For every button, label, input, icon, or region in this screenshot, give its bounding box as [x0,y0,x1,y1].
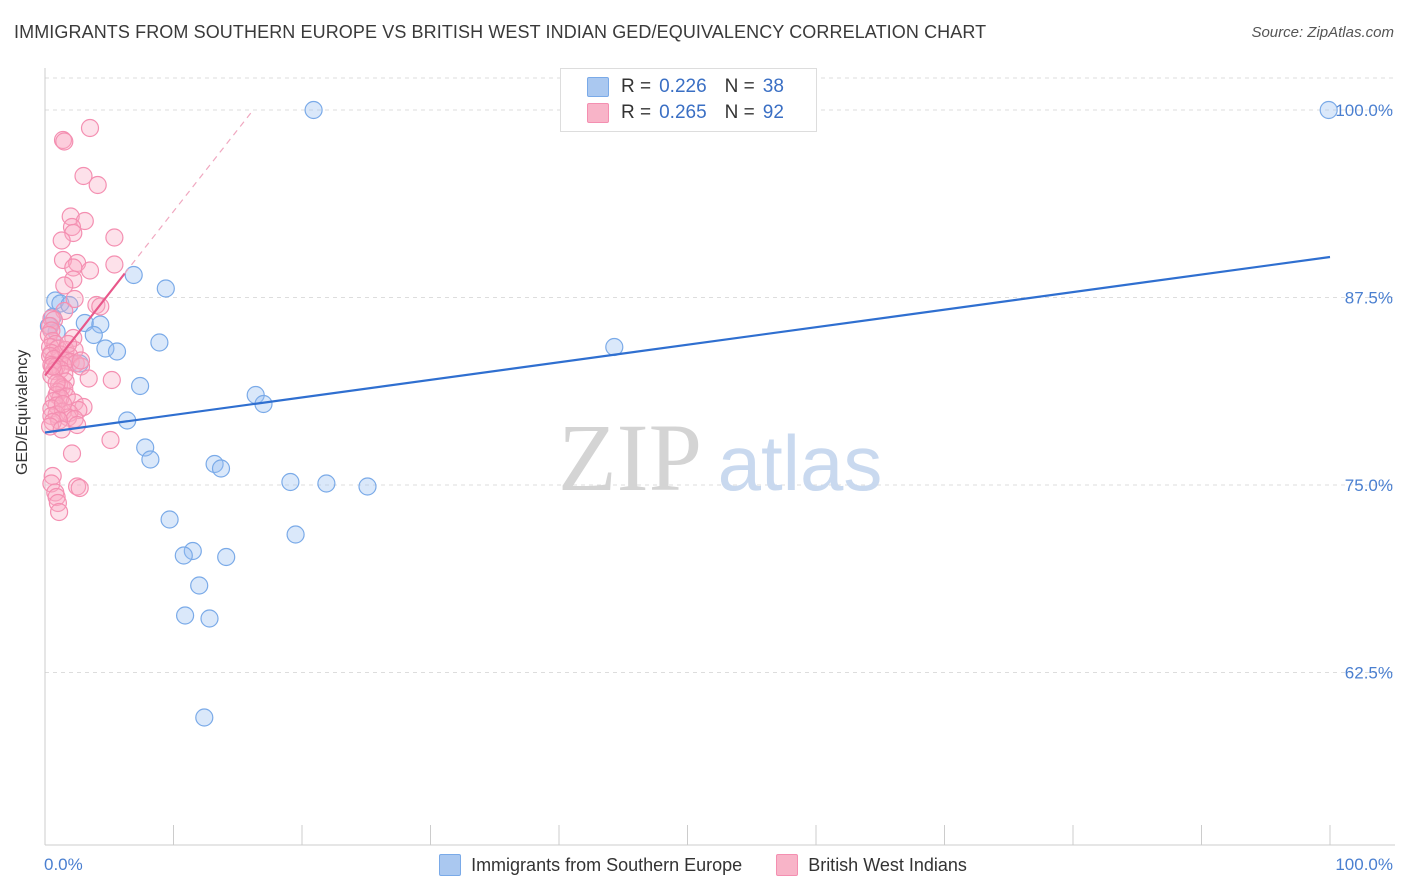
gridlines [45,77,1395,673]
y-tick-label: 62.5% [1345,664,1393,683]
watermark-zip: ZIP [558,404,702,511]
trendline [44,255,1331,434]
r-value: 0.226 [659,76,707,97]
data-point [217,547,236,567]
legend-label: Immigrants from Southern Europe [471,854,743,875]
data-point [200,609,219,628]
data-point [96,339,115,358]
data-point [105,255,124,274]
data-point [286,525,305,544]
y-tick-label: 87.5% [1345,289,1393,308]
trendline [44,272,126,377]
legend-swatch-pink [776,854,799,876]
n-label: N = [724,76,755,97]
data-point [55,132,74,151]
data-point [64,270,83,289]
data-point [91,315,110,334]
data-point [67,415,87,435]
r-value: 0.265 [659,102,707,123]
data-point [102,370,121,390]
data-point [49,502,69,522]
data-point [141,450,160,469]
data-point [156,279,175,298]
y-tick-label: 100.0% [1335,101,1393,120]
data-point [42,474,61,493]
data-point [160,510,179,529]
data-point [107,342,127,361]
data-point [176,606,195,625]
data-point [150,333,169,352]
legend-swatch-blue [587,77,609,97]
y-axis-label: GED/Equivalency [14,349,31,475]
data-point [281,472,300,492]
data-point [47,487,66,507]
data-point [55,276,74,295]
data-point [52,231,71,250]
data-point [71,351,91,370]
data-point [183,541,202,561]
legend-swatch-blue [439,854,462,876]
data-point [79,369,98,388]
source-credit[interactable]: Source: ZipAtlas.com [1251,24,1394,41]
r-label: R = [621,76,652,97]
legend-swatch-pink [587,103,609,123]
data-point [62,444,82,463]
chart-title: IMMIGRANTS FROM SOUTHERN EUROPE VS BRITI… [14,22,987,42]
correlation-legend: R = 0.226 N = 38 R = 0.265 N = 92 [560,68,817,132]
data-point [62,217,82,237]
data-point [1319,100,1338,120]
data-point [65,289,84,309]
trendline-extension [124,109,254,274]
data-point [84,325,103,345]
n-value: 38 [762,76,784,97]
data-point [304,100,323,120]
x-tick-label-min: 0.0% [44,855,83,874]
data-point [317,474,336,493]
data-point [53,394,73,414]
r-label: R = [621,102,652,123]
data-point [174,546,193,565]
data-point [124,265,143,285]
points-layer [39,100,1338,727]
data-point [358,477,377,496]
tick-labels: 62.5% 75.0% 87.5% 100.0% 0.0% 100.0% [44,101,1393,874]
x-tick-label-max: 100.0% [1335,855,1393,874]
data-point [105,228,124,247]
trendlines-layer [44,109,1331,434]
legend-item-southern-europe[interactable]: Immigrants from Southern Europe [439,854,742,876]
data-point [190,576,209,595]
data-point [80,261,100,280]
legend-row-southern-europe: R = 0.226 N = 38 [587,75,784,99]
watermark: ZIP atlas [558,404,882,511]
data-point [53,250,73,270]
data-point [211,459,231,478]
axes [44,68,1395,846]
data-point [74,166,93,186]
legend-row-british-west-indians: R = 0.265 N = 92 [587,101,784,125]
legend-label: British West Indians [808,854,967,875]
series-legend: Immigrants from Southern Europe British … [0,852,1406,878]
n-value: 92 [762,102,784,123]
data-point [80,118,100,138]
n-label: N = [724,102,755,123]
series-british-west-indians [39,118,124,522]
data-point [101,430,120,450]
data-point [136,438,155,457]
legend-item-british-west-indians[interactable]: British West Indians [776,854,967,876]
watermark-atlas: atlas [718,419,883,507]
data-point [88,175,107,195]
data-point [195,708,214,727]
data-point [131,376,150,396]
data-point [47,373,66,393]
data-point [70,478,89,498]
y-tick-label: 75.0% [1345,476,1393,495]
